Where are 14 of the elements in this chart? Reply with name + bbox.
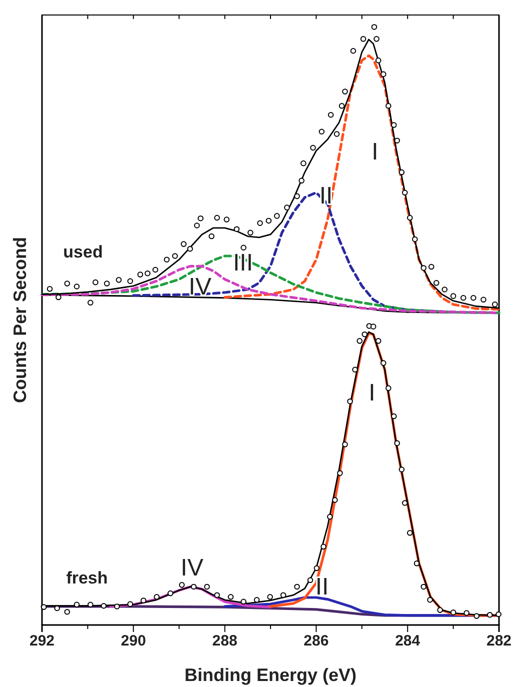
x-tick-label: 286 (304, 632, 329, 650)
x-tick-label: 290 (120, 632, 146, 650)
x-axis-title: Binding Energy (eV) (184, 665, 357, 685)
annotation: fresh (66, 568, 108, 588)
annotation: I (368, 380, 376, 406)
annotation: used (63, 242, 103, 262)
x-tick-label: 288 (212, 632, 238, 650)
x-tick-label: 284 (395, 632, 421, 650)
y-axis-title: Counts Per Second (10, 236, 30, 404)
annotation: IV (180, 554, 204, 582)
annotation: I (372, 138, 378, 166)
x-tick-label: 282 (486, 632, 512, 650)
x-tick-label: 292 (29, 632, 55, 650)
annotation: II (315, 574, 329, 600)
